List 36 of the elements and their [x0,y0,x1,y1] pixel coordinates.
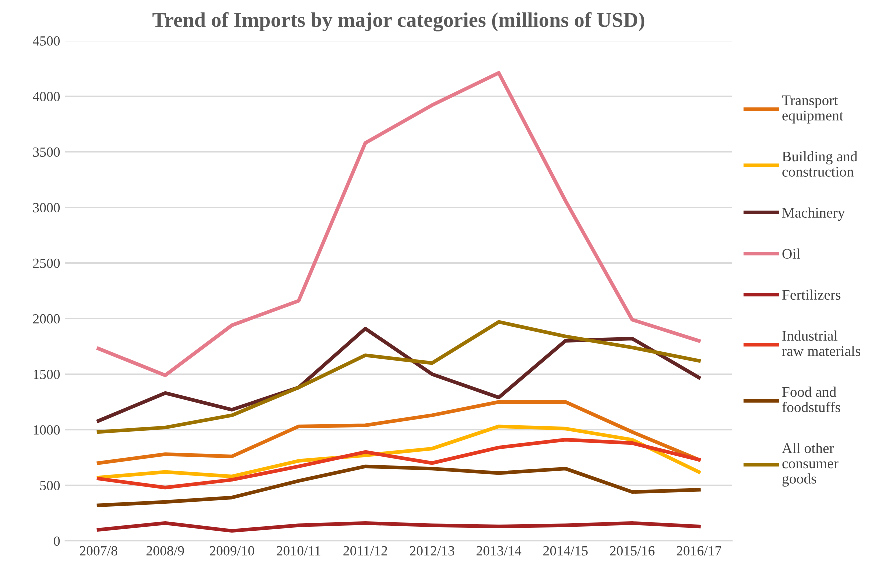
x-tick-label: 2009/10 [210,546,254,556]
x-tick-label: 2013/14 [476,546,522,556]
x-tick-label: 2015/16 [610,546,655,556]
line-series [96,71,701,378]
line-series [96,438,701,490]
legend-label: Machinery [782,208,846,221]
y-tick-label: 4000 [33,92,60,102]
legend-label: Food and foodstuffs [782,386,840,412]
chart-title: Trend of Imports by major categories (millions of USD) [152,12,645,32]
x-tick-label: 2010/11 [276,546,321,556]
y-tick-label: 2000 [33,314,60,324]
y-tick-label: 0 [54,536,60,546]
y-tick-label: 4500 [33,36,60,46]
x-tick-label: 2007/8 [80,546,118,556]
x-tick-label: 2012/13 [410,546,455,556]
x-tick-label: 2016/17 [676,546,722,556]
x-tick-label: 2008/9 [146,546,184,556]
y-tick-label: 3000 [33,203,60,213]
x-tick-label: 2014/15 [544,546,588,556]
legend-label: Fertilizers [782,290,841,300]
y-tick-label: 1500 [34,370,60,380]
legend-label: All other consumer goods [782,443,839,487]
x-tick-label: 2011/12 [344,546,388,556]
legend-label: Industrial raw materials [782,330,860,356]
y-tick-label: 1000 [34,426,60,435]
y-tick-label: 500 [40,481,60,491]
legend-label: Building and construction [782,151,858,177]
legend-label: Transport equipment [782,96,844,124]
line-series [96,464,701,508]
y-tick-label: 3500 [33,148,60,158]
legend-label: Oil [782,248,800,260]
line-series [96,400,701,466]
line-series [96,522,701,533]
line-series [96,327,701,423]
line-series [96,320,701,434]
y-tick-label: 2500 [33,258,60,268]
